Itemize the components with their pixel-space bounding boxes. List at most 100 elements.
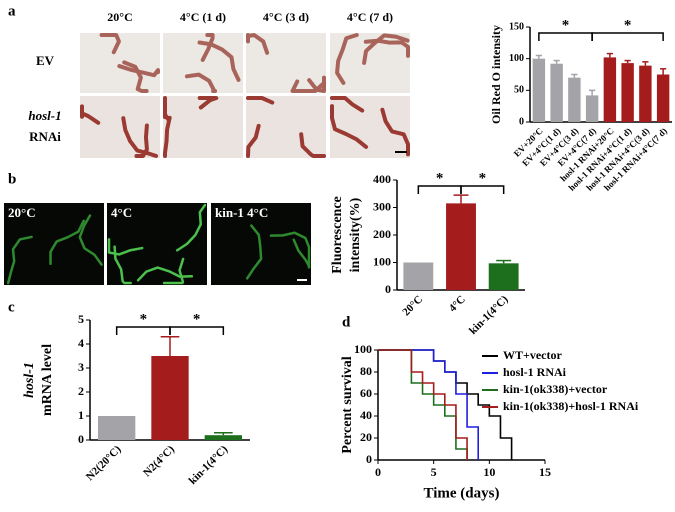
- bar: [98, 416, 136, 440]
- bar: [488, 263, 519, 290]
- worm: [307, 75, 326, 93]
- y-axis-label: mRNA level: [40, 344, 55, 416]
- y-tick-label: 40: [360, 408, 372, 422]
- y-tick-label: 60: [360, 386, 372, 400]
- worm: [292, 238, 311, 269]
- row-label: EV: [36, 53, 55, 68]
- y-tick-label: 150: [509, 21, 524, 32]
- worm: [299, 132, 326, 158]
- bar: [446, 203, 476, 290]
- legend-label: WT+vector: [503, 348, 562, 362]
- y-tick-label: 5: [78, 312, 84, 326]
- legend-label: kin-1(ok338)+hosl-1 RNAi: [503, 399, 639, 413]
- y-tick-label: 0: [519, 116, 524, 127]
- bar: [639, 65, 652, 122]
- worm: [99, 33, 121, 55]
- image-caption: 20°C: [8, 205, 36, 220]
- bar: [568, 77, 581, 122]
- bar: [532, 58, 546, 122]
- column-label: 4°C (1 d): [180, 10, 226, 24]
- significance-label: *: [436, 170, 444, 186]
- y-tick-label: 80: [360, 364, 372, 378]
- survival-curve: [378, 349, 479, 460]
- survival-curve: [378, 349, 468, 460]
- x-tick-label: 4°C: [447, 293, 468, 314]
- worm: [246, 33, 270, 55]
- worm: [121, 116, 159, 158]
- worm: [162, 257, 185, 285]
- bar: [550, 63, 563, 122]
- bar: [656, 74, 670, 122]
- image-caption: kin-1 4°C: [215, 205, 268, 220]
- worm: [246, 96, 275, 105]
- panel-label: d: [342, 314, 351, 330]
- panel-label: b: [8, 171, 16, 187]
- worm: [113, 245, 132, 285]
- significance-label: *: [193, 311, 201, 327]
- x-tick-label: kin-1(4°C): [187, 443, 231, 487]
- x-tick-label: kin-1(4°C): [467, 293, 511, 337]
- column-label: 20°C: [107, 10, 132, 24]
- y-tick-label: 1: [78, 408, 84, 422]
- x-tick-label: 5: [431, 465, 437, 479]
- x-tick-label: N2(4°C): [141, 443, 177, 479]
- significance-bracket: [591, 32, 664, 41]
- x-tick-label: 20°C: [400, 293, 425, 318]
- bar: [204, 435, 242, 440]
- worm: [363, 38, 410, 58]
- y-axis-label: Fluorescence: [330, 196, 345, 274]
- worm: [197, 96, 219, 110]
- y-tick-label: 50: [514, 85, 524, 96]
- column-label: 4°C (3 d): [263, 10, 309, 24]
- y-tick-label: 0: [366, 452, 372, 466]
- significance-bracket: [115, 326, 171, 335]
- worm: [163, 115, 172, 158]
- worm: [200, 33, 215, 62]
- legend-label: kin-1(ok338)+vector: [503, 382, 608, 396]
- worm: [6, 235, 33, 285]
- worm: [335, 33, 359, 85]
- panel-label: c: [8, 299, 15, 315]
- worm: [80, 104, 101, 125]
- y-tick-label: 3: [78, 360, 84, 374]
- survival-curve: [378, 349, 468, 460]
- bar: [403, 262, 434, 290]
- significance-bracket: [169, 326, 225, 335]
- significance-label: *: [562, 17, 570, 33]
- significance-bracket: [417, 185, 462, 194]
- x-tick-label: 15: [539, 465, 551, 479]
- bar: [603, 57, 617, 122]
- row-label: RNAi: [29, 129, 61, 144]
- worm: [117, 64, 160, 78]
- panel-label: a: [8, 3, 16, 19]
- worm: [107, 238, 144, 256]
- significance-bracket: [460, 185, 505, 194]
- x-tick-label: 10: [483, 465, 495, 479]
- worm: [330, 104, 369, 149]
- bar: [151, 356, 189, 440]
- y-axis-label: Percent survival: [340, 356, 355, 453]
- worm: [163, 96, 171, 122]
- significance-label: *: [624, 17, 632, 33]
- worm: [122, 60, 149, 93]
- y-axis-label: intensity(%): [348, 197, 363, 272]
- y-axis-label: Oil Red O intensity: [489, 25, 503, 124]
- row-label: hosl-1: [28, 108, 61, 123]
- y-tick-label: 0: [78, 432, 84, 446]
- worm: [330, 96, 365, 113]
- worm: [380, 107, 410, 157]
- significance-bracket: [538, 32, 593, 41]
- x-tick-label: 0: [375, 465, 381, 479]
- bar: [585, 95, 599, 122]
- y-tick-label: 0: [385, 282, 391, 296]
- column-label: 4°C (7 d): [347, 10, 393, 24]
- y-tick-label: 4: [78, 336, 84, 350]
- y-tick-label: 100: [509, 53, 524, 64]
- y-axis-label: hosl-1: [22, 362, 37, 398]
- worm: [78, 214, 103, 266]
- significance-label: *: [140, 311, 148, 327]
- worm: [184, 72, 218, 93]
- micrograph: [330, 96, 410, 158]
- worm: [245, 224, 263, 280]
